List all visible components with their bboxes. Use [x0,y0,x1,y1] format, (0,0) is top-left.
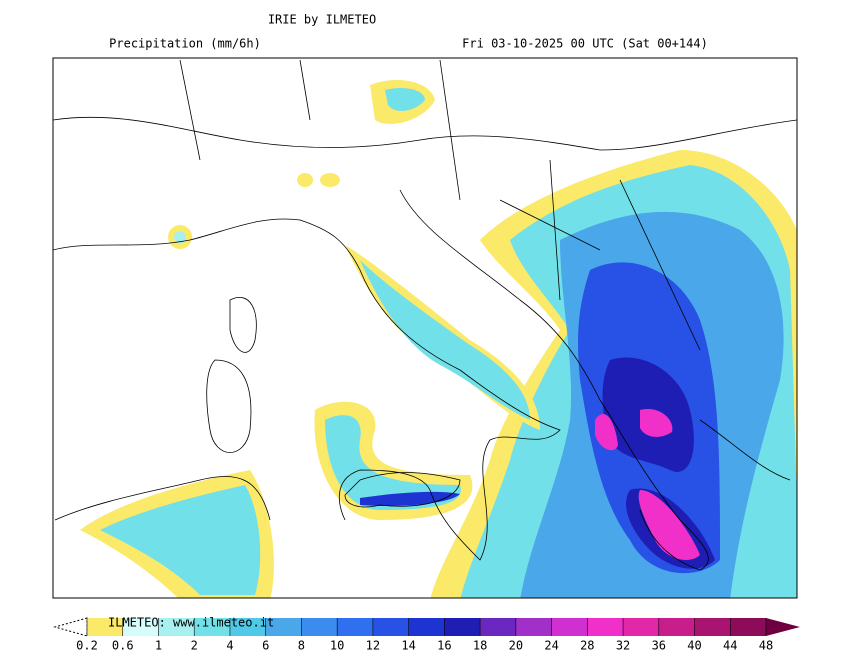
colorbar-label: 16 [437,639,451,653]
colorbar-box [408,618,445,636]
colorbar-box [515,618,552,636]
colorbar-label: 10 [330,639,344,653]
field-label: Precipitation (mm/6h) [109,37,261,51]
colorbar-box [337,618,373,636]
colorbar-box [301,618,338,636]
map-frame [52,57,798,599]
colorbar-label: 12 [366,639,380,653]
colorbar-label: 1 [155,639,162,653]
colorbar-label: 6 [262,639,269,653]
colorbar-box [87,618,123,636]
colorbar-box [587,618,624,636]
precipitation-field [53,59,797,598]
colorbar-box [444,618,481,636]
colorbar-label: 20 [509,639,523,653]
map [52,57,798,599]
colorbar-box [480,618,516,636]
colorbar: 0.2 0.6 1 2 4 6 8 10 12 14 16 18 20 24 28 32 36 40 44 48 [53,617,800,653]
colorbar-box [372,618,409,636]
colorbar-box [694,618,731,636]
colorbar-label: 48 [759,639,773,653]
colorbar-box [158,618,195,636]
colorbar-label: 2 [191,639,198,653]
valid-time: Fri 03-10-2025 00 UTC (Sat 00+144) [462,37,708,51]
colorbar-box [658,618,695,636]
title: IRIE by ILMETEO [268,13,376,27]
colorbar-label: 14 [401,639,415,653]
watermark: ILMETEO: www.ilmeteo.it [108,616,274,630]
colorbar-box [229,618,266,636]
colorbar-label: 0.6 [112,639,134,653]
colorbar-label: 8 [298,639,305,653]
colorbar-label: 0.2 [76,639,98,653]
colorbar-box [122,618,159,636]
colorbar-box [265,618,302,636]
colorbar-label: 36 [652,639,666,653]
colorbar-arrow-high [766,618,800,636]
colorbar-arrow-low [53,617,88,637]
colorbar-box [623,618,659,636]
colorbar-label: 18 [473,639,487,653]
colorbar-label: 32 [616,639,630,653]
colorbar-box [730,618,766,636]
colorbar-box [194,618,230,636]
colorbar-label: 4 [226,639,233,653]
colorbar-label: 44 [723,639,737,653]
colorbar-label: 24 [544,639,558,653]
colorbar-label: 28 [580,639,594,653]
colorbar-label: 40 [687,639,701,653]
colorbar-box [551,618,588,636]
